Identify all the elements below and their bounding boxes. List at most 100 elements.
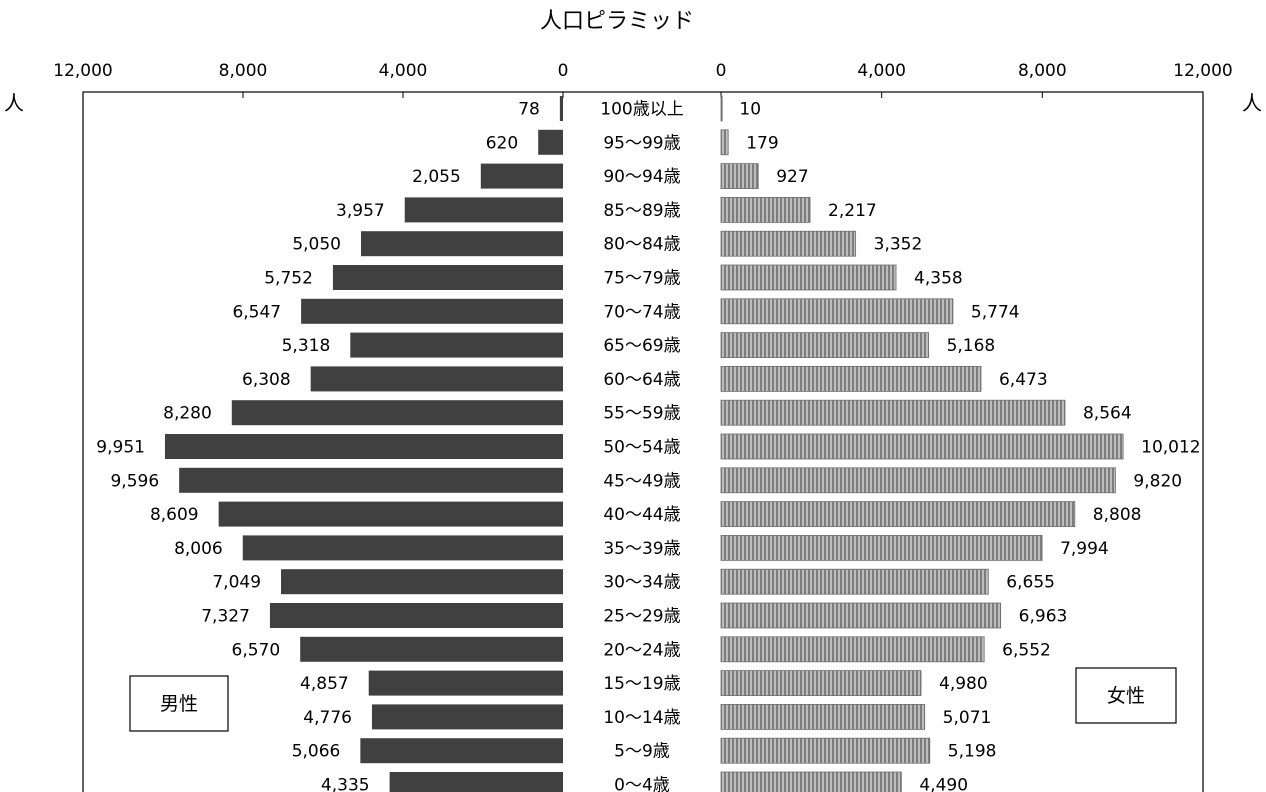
male-value-label: 8,609 — [150, 505, 199, 525]
male-value-label: 5,752 — [264, 269, 313, 289]
female-bar — [720, 602, 1002, 629]
male-axis-tick-label: 12,000 — [53, 61, 112, 81]
male-bar — [404, 197, 563, 223]
female-bar — [720, 399, 1066, 426]
age-group-label: 10～14歳 — [603, 708, 680, 728]
male-bar — [350, 332, 563, 358]
male-value-label: 4,857 — [300, 674, 349, 694]
male-value-label: 8,006 — [174, 539, 223, 559]
male-value-label: 7,327 — [201, 607, 250, 627]
male-axis: 12,000 8,000 4,000 0 — [53, 61, 568, 98]
female-value-label: 5,168 — [947, 336, 996, 356]
male-bar — [300, 636, 563, 662]
male-value-label: 7,049 — [212, 573, 261, 593]
female-bar — [720, 163, 759, 190]
female-value-label: 4,980 — [939, 674, 988, 694]
left-unit-label: 人 — [4, 91, 24, 115]
female-bar — [720, 196, 811, 223]
female-value-label: 10 — [739, 100, 761, 120]
male-bar — [480, 163, 563, 189]
female-value-label: 179 — [746, 133, 778, 153]
female-bar — [720, 230, 857, 257]
female-bar — [720, 365, 982, 392]
male-bar — [368, 670, 563, 696]
female-bar — [720, 501, 1076, 528]
female-bar — [720, 771, 902, 792]
female-value-label: 5,198 — [948, 742, 997, 762]
male-value-label: 5,318 — [282, 336, 331, 356]
female-axis-tick-label: 8,000 — [1018, 61, 1067, 81]
male-bar — [218, 501, 563, 527]
male-value-label: 5,066 — [292, 742, 341, 762]
age-group-label: 70～74歳 — [603, 302, 680, 322]
male-bar — [164, 434, 563, 459]
female-value-label: 8,808 — [1093, 505, 1142, 525]
male-bar — [269, 603, 563, 628]
female-value-label: 4,490 — [919, 776, 968, 792]
age-group-label: 80～84歳 — [603, 235, 680, 255]
male-bar — [242, 535, 563, 561]
male-bar — [179, 467, 563, 493]
female-axis-tick-label: 4,000 — [857, 61, 906, 81]
age-group-label: 5～9歳 — [614, 742, 670, 762]
legend-male: 男性 — [129, 675, 229, 732]
female-value-label: 5,774 — [971, 302, 1020, 322]
female-bar — [720, 737, 931, 764]
female-bar — [720, 467, 1116, 494]
age-group-label: 60～64歳 — [603, 370, 680, 390]
male-bar — [310, 366, 563, 392]
male-value-label: 9,596 — [110, 471, 159, 491]
male-axis-tick-label: 8,000 — [219, 61, 268, 81]
age-group-label: 90～94歳 — [603, 167, 680, 187]
age-group-label: 0～4歳 — [614, 776, 670, 792]
female-bar — [720, 264, 897, 291]
female-value-label: 927 — [776, 167, 808, 187]
age-group-label: 30～34歳 — [603, 573, 680, 593]
female-bar — [720, 704, 926, 730]
male-value-label: 620 — [486, 133, 518, 153]
chart-title: 人口ピラミッド — [540, 9, 694, 34]
female-axis-tick-label: 0 — [716, 61, 727, 81]
male-value-label: 8,280 — [163, 404, 212, 424]
female-value-label: 6,473 — [999, 370, 1048, 390]
female-bar — [720, 129, 729, 156]
male-bar — [281, 569, 563, 595]
male-bar — [231, 400, 564, 426]
female-value-label: 10,012 — [1141, 438, 1200, 458]
female-value-label: 4,358 — [914, 269, 963, 289]
female-bar — [720, 298, 954, 325]
male-value-label: 6,308 — [242, 370, 291, 390]
legend-female-label: 女性 — [1107, 685, 1145, 707]
male-value-label: 78 — [518, 100, 540, 120]
age-group-label: 95～99歳 — [603, 133, 680, 153]
age-group-label: 55～59歳 — [603, 404, 680, 424]
male-bar — [559, 96, 563, 121]
male-bar — [361, 231, 563, 257]
female-bar — [720, 535, 1043, 561]
male-value-label: 5,050 — [292, 235, 341, 255]
female-axis: 0 4,000 8,000 12,000 — [716, 61, 1233, 98]
age-group-label: 40～44歳 — [603, 505, 680, 525]
female-bar — [720, 433, 1124, 460]
male-value-label: 3,957 — [336, 201, 385, 221]
male-value-label: 6,547 — [232, 302, 281, 322]
age-group-label: 25～29歳 — [603, 607, 680, 627]
male-bar — [332, 265, 563, 290]
age-group-label: 45～49歳 — [603, 471, 680, 491]
plot-frame — [82, 91, 1204, 792]
male-bar — [360, 738, 563, 764]
male-value-label: 6,570 — [232, 640, 281, 660]
female-value-label: 8,564 — [1083, 404, 1132, 424]
female-value-label: 6,552 — [1002, 640, 1051, 660]
male-axis-tick-label: 0 — [558, 61, 569, 81]
age-group-label: 20～24歳 — [603, 640, 680, 660]
male-value-label: 4,776 — [303, 708, 352, 728]
male-bar — [301, 298, 563, 324]
female-value-label: 9,820 — [1133, 471, 1182, 491]
legend-female: 女性 — [1075, 667, 1177, 724]
female-value-label: 3,352 — [874, 235, 923, 255]
right-unit-label: 人 — [1242, 91, 1262, 115]
